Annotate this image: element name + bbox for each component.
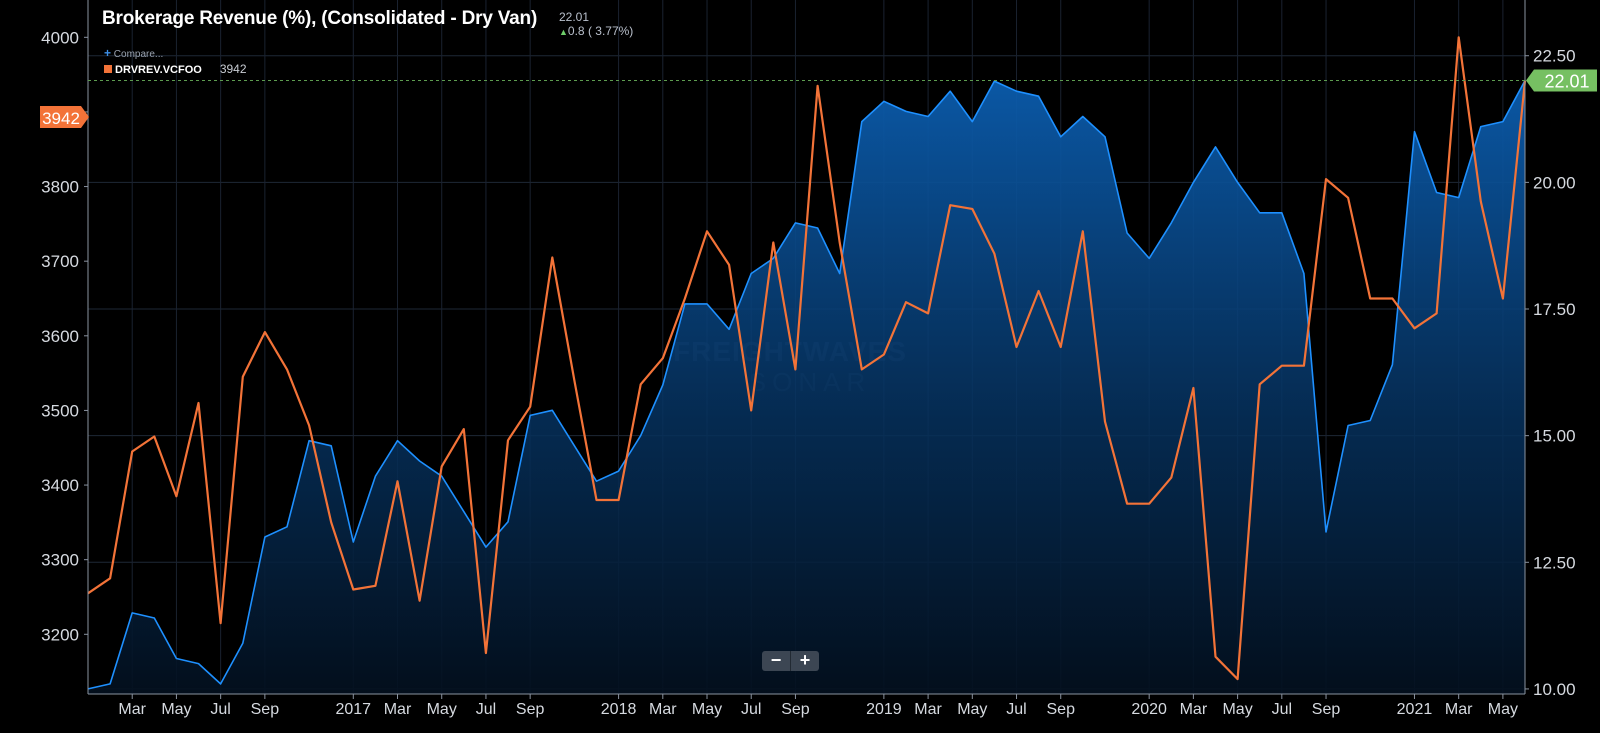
x-tick-label: 2019	[866, 701, 902, 718]
left-tick-label: 3200	[41, 625, 79, 644]
value-tags: 22.01 3942	[40, 69, 1597, 128]
series-area	[88, 80, 1525, 694]
x-tick-label: Sep	[1312, 701, 1341, 718]
legend-item[interactable]: DRVREV.VCFOO 3942	[104, 62, 247, 76]
quote-block: 22.01 ▲0.8 ( 3.77%)	[559, 10, 633, 39]
left-tick-label: 3800	[41, 178, 79, 197]
x-tick-label: Jul	[210, 701, 230, 718]
legend-ticker: DRVREV.VCFOO	[115, 64, 202, 76]
left-value-tag-label: 3942	[42, 109, 80, 128]
chart-title: Brokerage Revenue (%), (Consolidated - D…	[102, 8, 538, 29]
x-tick-label: Jul	[1006, 701, 1026, 718]
zoom-in-button[interactable]: +	[790, 651, 819, 671]
left-tick-label: 3300	[41, 551, 79, 570]
x-tick-label: May	[1222, 701, 1252, 718]
x-tick-label: Mar	[1180, 701, 1208, 718]
right-tick-label: 17.50	[1533, 300, 1576, 319]
change-value: 0.8 ( 3.77%)	[567, 24, 634, 38]
series-line-orange	[87, 36, 1527, 681]
x-tick-label: 2020	[1131, 701, 1167, 718]
x-tick-label: Sep	[781, 701, 810, 718]
x-tick-label: Jul	[741, 701, 761, 718]
left-value-tag	[40, 106, 89, 128]
right-tick-label: 22.50	[1533, 47, 1576, 66]
left-tick-label: 3700	[41, 252, 79, 271]
x-axis-ticks: Mar May Jul Sep 2017 Mar May Jul Sep 2018 Mar May Ju…	[118, 694, 1518, 718]
last-value: 22.01	[559, 10, 590, 24]
x-tick-label: Jul	[1272, 701, 1292, 718]
arrow-up-icon: ▲	[559, 27, 568, 37]
x-tick-label: Sep	[1047, 701, 1076, 718]
x-tick-label: Mar	[1445, 701, 1473, 718]
zoom-out-button[interactable]: −	[770, 650, 782, 670]
x-tick-label: May	[161, 701, 191, 718]
x-tick-label: May	[1488, 701, 1518, 718]
x-tick-label: May	[427, 701, 457, 718]
chart-header: Brokerage Revenue (%), (Consolidated - D…	[102, 8, 537, 30]
x-tick-label: Mar	[649, 701, 677, 718]
right-axis-ticks: 10.00 12.50 15.00 17.50 20.00 22.50	[1525, 47, 1576, 699]
area-fill	[88, 80, 1525, 694]
x-tick-label: 2018	[601, 701, 637, 718]
x-tick-label: Mar	[118, 701, 146, 718]
right-tick-label: 20.00	[1533, 173, 1576, 192]
zoom-control: − +	[762, 651, 819, 671]
right-tick-label: 12.50	[1533, 553, 1576, 572]
right-value-tag-label: 22.01	[1544, 72, 1589, 92]
x-tick-label: Sep	[251, 701, 280, 718]
x-tick-label: 2017	[335, 701, 371, 718]
compare-label: Compare...	[113, 49, 164, 60]
legend-swatch	[104, 65, 112, 73]
legend-value: 3942	[219, 62, 247, 76]
compare-button[interactable]: + Compare...	[104, 46, 163, 60]
x-tick-label: Mar	[914, 701, 942, 718]
left-tick-label: 4000	[41, 28, 79, 47]
left-tick-label: 3600	[41, 327, 79, 346]
right-value-tag	[1526, 69, 1597, 92]
right-tick-label: 15.00	[1533, 427, 1576, 446]
x-tick-label: Mar	[384, 701, 412, 718]
left-tick-label: 3400	[41, 476, 79, 495]
left-tick-label: 3500	[41, 401, 79, 420]
plus-icon: +	[104, 46, 112, 60]
series-lines	[87, 36, 1527, 690]
x-tick-label: Jul	[476, 701, 496, 718]
right-tick-label: 10.00	[1533, 680, 1576, 699]
x-tick-label: Sep	[516, 701, 545, 718]
x-tick-label: May	[692, 701, 722, 718]
x-tick-label: May	[957, 701, 987, 718]
x-tick-label: 2021	[1397, 701, 1433, 718]
